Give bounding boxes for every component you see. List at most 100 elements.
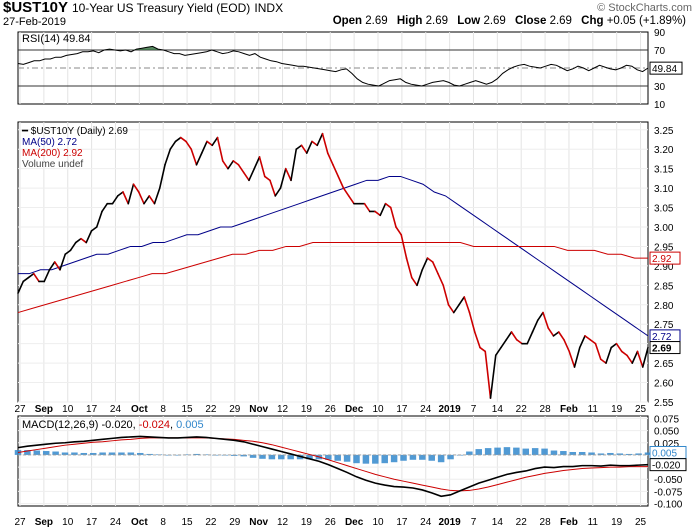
- x-axis-label: 2019: [438, 404, 461, 415]
- price-segment: [589, 338, 597, 345]
- price-legend: ━ $UST10Y (Daily) 2.69: [21, 126, 128, 137]
- macd-histogram-bar: [259, 454, 266, 459]
- ma200-line: [17, 242, 648, 314]
- macd-tick-label: 0.025: [654, 439, 679, 450]
- price-segment: [221, 160, 229, 170]
- macd-histogram-bar: [475, 449, 482, 455]
- price-segment: [568, 350, 576, 368]
- macd-histogram-bar: [80, 452, 88, 455]
- macd-histogram-bar: [400, 454, 407, 461]
- chg-value: +0.05 (+1.89%): [606, 15, 686, 27]
- price-segment: [641, 346, 649, 368]
- price-segment: [542, 311, 550, 329]
- price-segment: [237, 163, 245, 174]
- price-segment: [43, 268, 51, 283]
- rsi-line: [17, 45, 649, 87]
- x-axis-label: 19: [611, 517, 623, 528]
- macd-tick-label: -0.075: [654, 487, 683, 498]
- price-segment: [431, 261, 439, 275]
- price-segment: [27, 272, 35, 279]
- x-axis-label: 15: [182, 517, 194, 528]
- price-segment: [190, 148, 198, 166]
- macd-histogram-bar: [522, 448, 530, 455]
- price-segment: [510, 331, 518, 341]
- macd-histogram-bar: [466, 451, 473, 455]
- x-axis-label: 12: [277, 517, 289, 528]
- price-segment: [185, 140, 193, 151]
- macd-legend-part: ,: [170, 419, 176, 431]
- price-segment: [552, 331, 560, 337]
- x-axis-label: 22: [516, 404, 528, 415]
- macd-histogram-bar: [278, 454, 285, 460]
- macd-histogram-bar: [268, 454, 276, 460]
- price-segment: [311, 140, 319, 147]
- x-axis-label: 17: [86, 404, 98, 415]
- x-axis-label: 14: [492, 404, 504, 415]
- price-segment: [563, 338, 571, 353]
- price-segment: [610, 342, 618, 349]
- x-axis-label: Dec: [345, 404, 364, 415]
- price-segment: [410, 276, 418, 287]
- macd-value-tag: [649, 458, 687, 472]
- price-segment: [326, 152, 334, 166]
- x-axis-label: 25: [635, 517, 647, 528]
- price-segment: [195, 152, 203, 166]
- price-segment: [416, 268, 424, 287]
- price-segment: [158, 163, 166, 189]
- x-axis-label: Feb: [560, 517, 578, 528]
- price-segment: [153, 187, 161, 205]
- x-axis-label: 17: [396, 517, 408, 528]
- price-segment: [452, 303, 460, 314]
- price-segment: [615, 342, 623, 353]
- price-segment: [594, 342, 602, 361]
- price-segment: [384, 202, 392, 209]
- x-axis-label: 15: [182, 404, 194, 415]
- price-segment: [342, 187, 350, 197]
- price-segment: [484, 350, 492, 399]
- price-segment: [137, 191, 145, 205]
- macd-histogram-bar: [136, 452, 144, 455]
- price-segment: [227, 160, 235, 170]
- x-axis-label: Oct: [131, 517, 148, 528]
- price-value-tag-label: 2.69: [652, 344, 672, 355]
- price-segment: [605, 346, 613, 364]
- volume-legend: Volume undef: [22, 159, 83, 170]
- symbol-title: $UST10Y 10-Year US Treasury Yield (EOD) …: [3, 0, 283, 16]
- price-segment: [363, 202, 371, 213]
- macd-histogram-bar: [33, 450, 41, 455]
- macd-legend-part: -0.020,: [101, 419, 138, 431]
- price-segment: [421, 257, 429, 271]
- price-segment: [174, 136, 182, 143]
- price-segment: [279, 167, 287, 189]
- macd-histogram-bar: [146, 453, 153, 455]
- symbol: $UST10Y: [3, 0, 68, 16]
- price-segment: [169, 140, 177, 151]
- price-segment: [500, 338, 508, 349]
- x-axis-label: 2019: [438, 517, 461, 528]
- price-tick-label: 3.20: [654, 145, 674, 156]
- price-segment: [400, 233, 408, 259]
- price-segment: [515, 338, 523, 345]
- price-segment: [216, 136, 224, 162]
- x-axis-label: 10: [372, 404, 384, 415]
- macd-histogram-bar: [202, 454, 210, 456]
- macd-histogram-bar: [184, 454, 191, 456]
- price-segment: [211, 136, 219, 147]
- price-tick-label: 2.90: [654, 262, 674, 273]
- price-segment: [636, 350, 644, 368]
- x-axis-label: 25: [635, 404, 647, 415]
- x-axis-label: 22: [205, 517, 217, 528]
- price-segment: [290, 148, 298, 182]
- price-segment: [426, 257, 434, 263]
- chg-label: Chg: [581, 15, 604, 27]
- macd-histogram-bar: [89, 452, 97, 455]
- chart-header: $UST10Y 10-Year US Treasury Yield (EOD) …: [0, 0, 700, 30]
- price-tick-label: 2.65: [654, 359, 674, 370]
- panel-frame-rsi: [17, 31, 649, 105]
- macd-histogram-bar: [409, 454, 417, 460]
- price-segment: [526, 331, 534, 345]
- price-value-tag-label: 2.92: [652, 254, 672, 265]
- price-segment: [48, 261, 56, 271]
- macd-histogram-bar: [108, 452, 116, 455]
- x-axis-label: 26: [325, 404, 337, 415]
